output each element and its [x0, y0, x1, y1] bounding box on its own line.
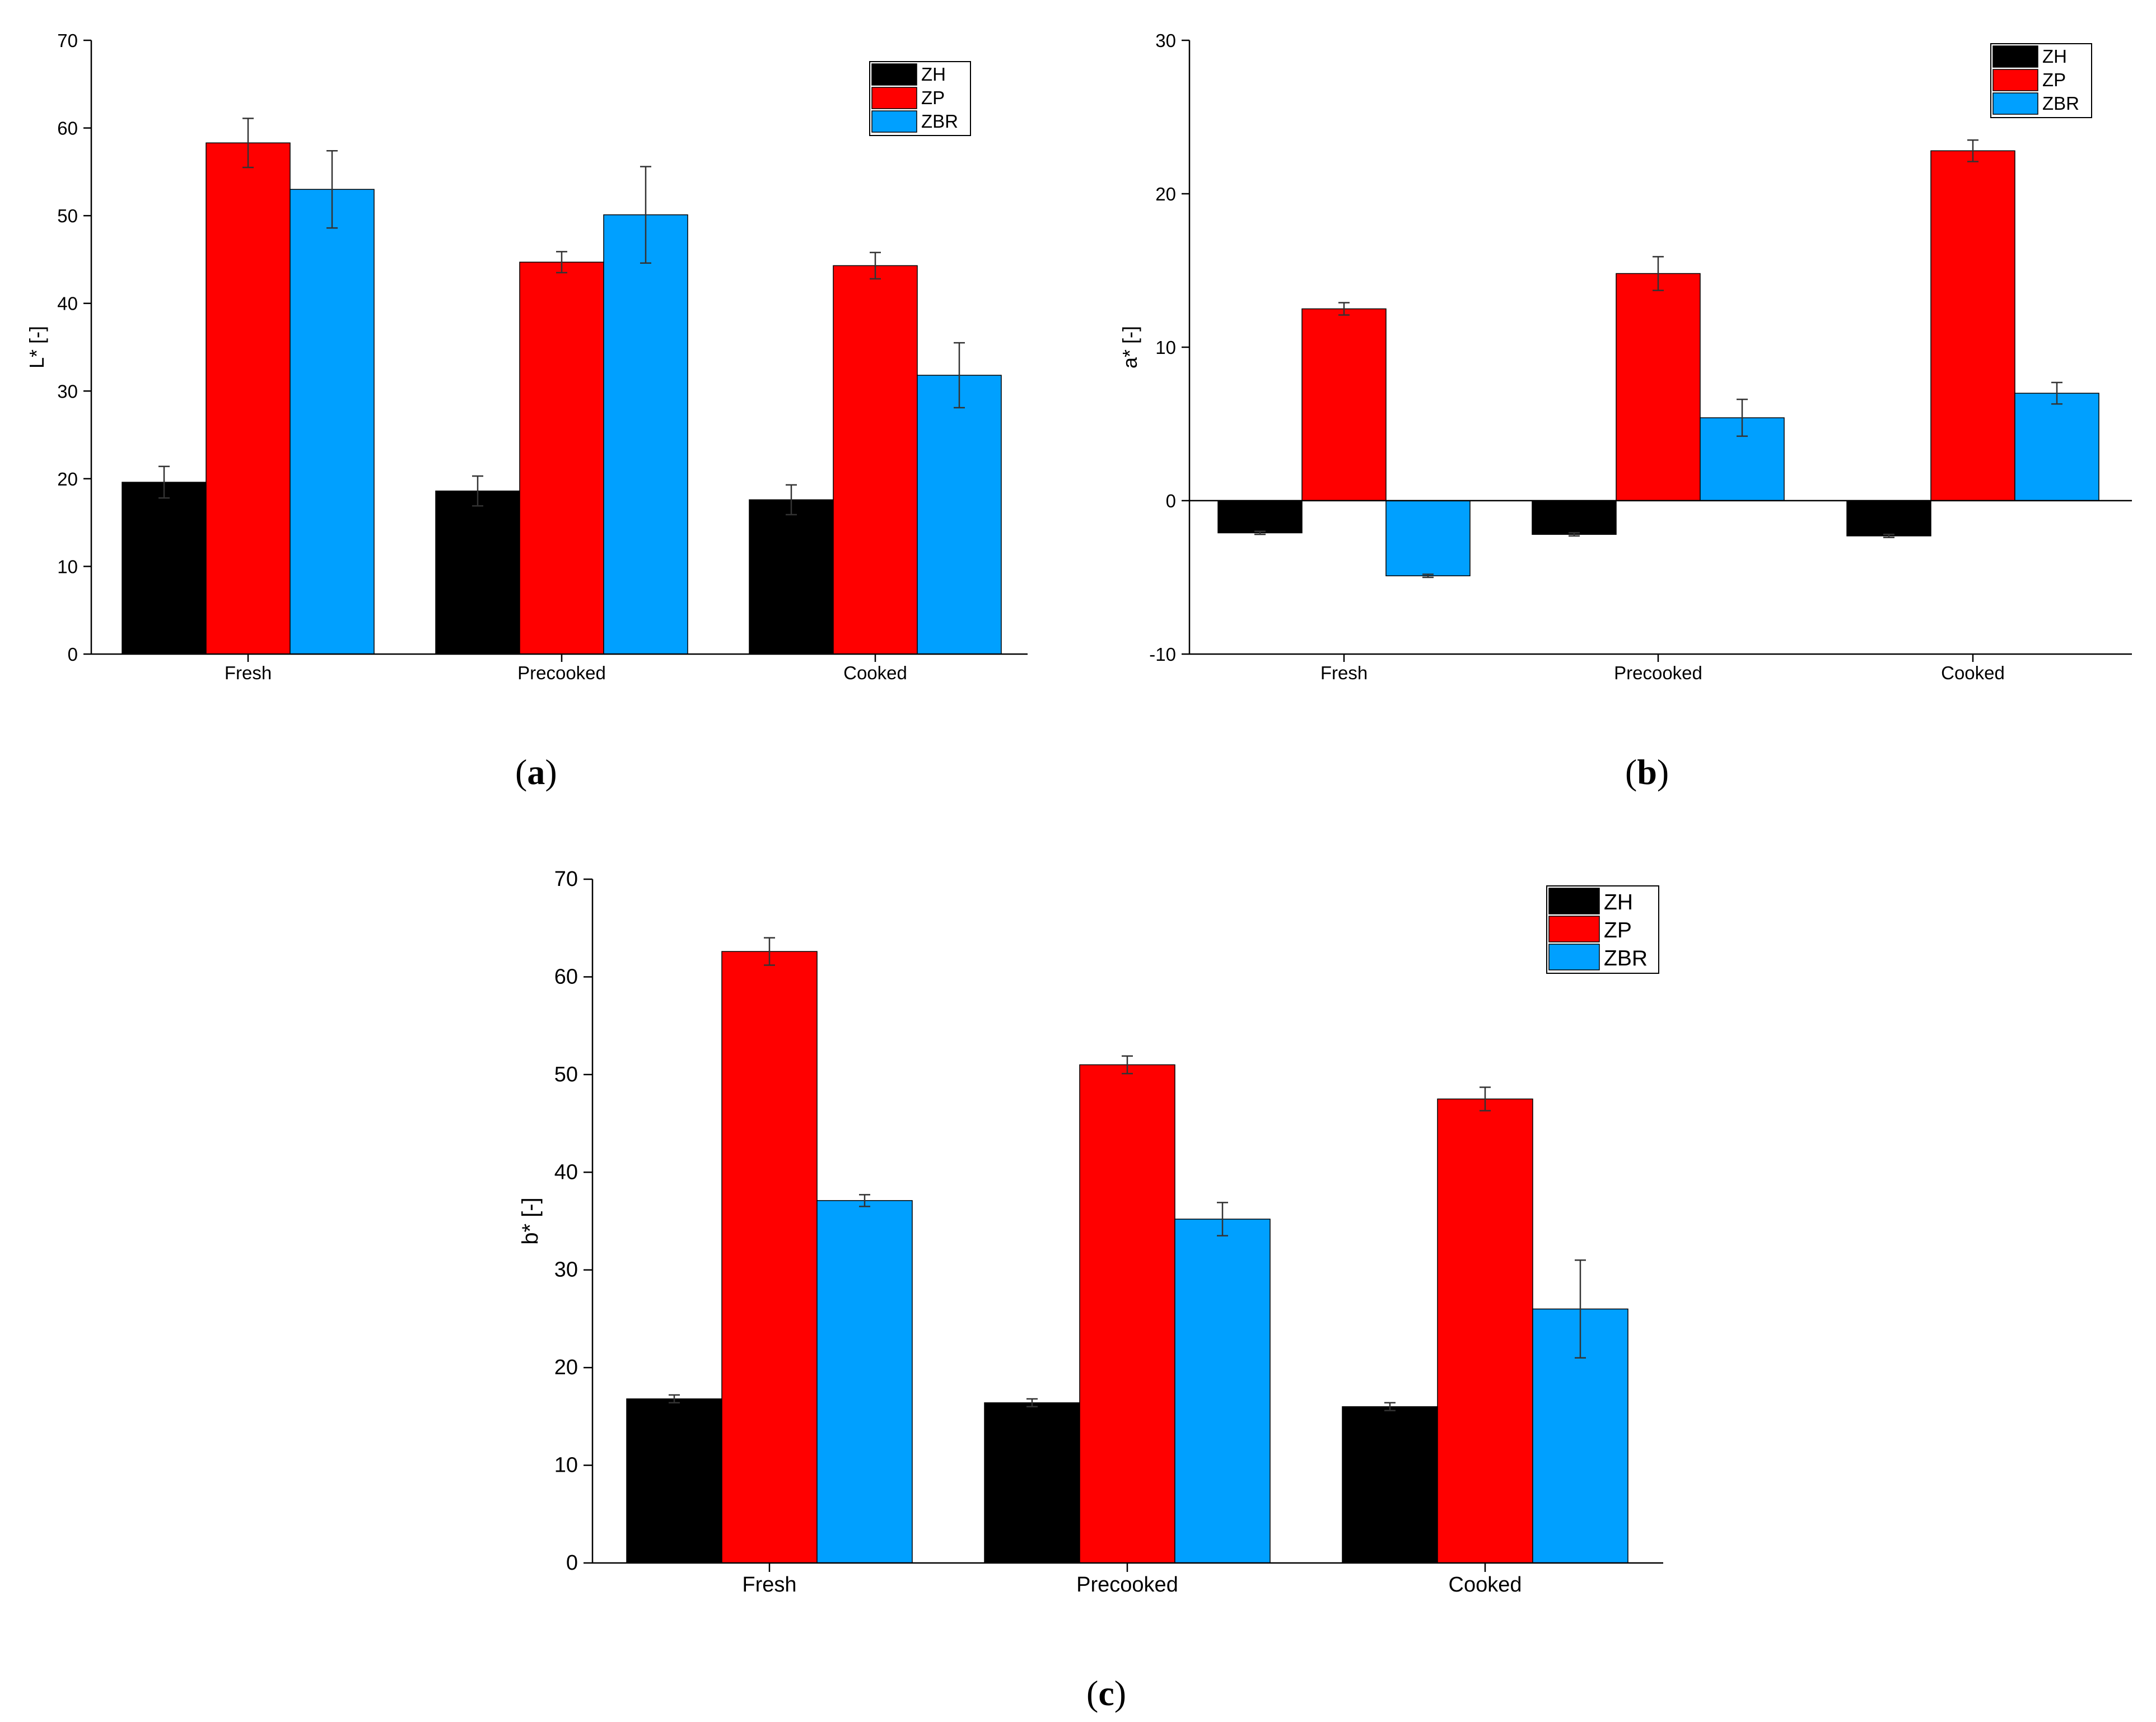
bar-a-zh-precooked	[436, 491, 520, 654]
bar-c-zh-precooked	[984, 1403, 1080, 1563]
bar-a-zbr-precooked	[604, 215, 688, 654]
y-tick-label-c: 20	[554, 1356, 578, 1379]
legend-swatch-zbr	[1549, 944, 1599, 970]
y-tick-label-a: 30	[57, 381, 78, 402]
y-tick-label-a: 70	[57, 30, 78, 51]
bar-b-zp-cooked	[1931, 151, 2015, 501]
bar-a-zbr-fresh	[290, 189, 374, 654]
legend-label-zp: ZP	[2042, 69, 2066, 90]
bar-a-zh-cooked	[749, 500, 833, 654]
bar-b-zh-fresh	[1218, 501, 1302, 533]
y-tick-label-a: 50	[57, 206, 78, 226]
legend-label-zh: ZH	[2042, 46, 2067, 67]
y-tick-label-b: 0	[1166, 491, 1176, 511]
legend-swatch-zp	[1549, 916, 1599, 942]
y-tick-label-b: -10	[1149, 644, 1176, 665]
bar-b-zp-fresh	[1302, 309, 1386, 501]
legend-c: ZH ZP ZBR	[1547, 886, 1659, 973]
bar-c-zp-precooked	[1080, 1065, 1175, 1563]
y-axis-title-b: a* [-]	[1118, 326, 1141, 368]
y-tick-label-c: 10	[554, 1454, 578, 1477]
y-tick-label-c: 30	[554, 1258, 578, 1282]
bar-b-zh-cooked	[1847, 501, 1931, 536]
bar-a-zp-fresh	[206, 143, 290, 654]
legend-label-zp: ZP	[1604, 918, 1632, 942]
legend-label-zh: ZH	[1604, 890, 1633, 914]
x-tick-label-c: Cooked	[1449, 1573, 1522, 1597]
legend-swatch-zp	[1993, 69, 2038, 91]
chart-c: 0 10 20 30 40 50 60 70 Fresh Precooked Cooked b* [-…	[518, 867, 1663, 1713]
legend-b: ZHZP ZBR	[1991, 44, 2092, 118]
figure: 0 10 20 30 40 50 60 70 Fresh Precooked Cooked L* [-…	[0, 0, 2156, 1722]
x-tick-label-b: Precooked	[1614, 662, 1702, 683]
y-tick-label-b: 10	[1155, 337, 1176, 358]
legend-label-zbr: ZBR	[2042, 93, 2079, 114]
chart-b: -10 0 10 20 30 Fresh Precooked Cooked a* [-] ZHZP…	[1118, 30, 2132, 792]
bar-c-zbr-fresh	[817, 1201, 912, 1563]
bar-c-zp-cooked	[1438, 1099, 1533, 1563]
x-tick-label-b: Cooked	[1941, 662, 2005, 683]
x-tick-label-c: Fresh	[742, 1573, 796, 1597]
x-tick-label-a: Cooked	[843, 662, 907, 683]
bar-b-zp-precooked	[1616, 273, 1700, 501]
y-tick-label-c: 60	[554, 965, 578, 988]
bar-a-zp-cooked	[833, 265, 917, 654]
y-tick-label-b: 30	[1155, 30, 1176, 51]
legend-swatch-zbr	[872, 111, 917, 132]
y-axis-title-a: L* [-]	[25, 326, 48, 368]
bar-c-zh-fresh	[627, 1399, 722, 1563]
y-tick-label-a: 0	[68, 644, 78, 665]
legend-swatch-zp	[872, 87, 917, 109]
bar-a-zp-precooked	[520, 262, 604, 654]
bar-b-zbr-cooked	[2015, 393, 2099, 501]
legend-label-zh: ZH	[921, 64, 946, 85]
y-tick-label-c: 0	[566, 1551, 578, 1575]
y-tick-label-a: 10	[57, 556, 78, 577]
y-tick-label-b: 20	[1155, 184, 1176, 204]
x-tick-label-c: Precooked	[1076, 1573, 1178, 1597]
legend-swatch-zh	[872, 64, 917, 85]
chart-a: 0 10 20 30 40 50 60 70 Fresh Precooked Cooked L* [-…	[25, 30, 1028, 792]
legend-label-zp: ZP	[921, 87, 945, 108]
panel-label-a: (a)	[515, 752, 557, 792]
legend-swatch-zbr	[1993, 93, 2038, 114]
y-tick-label-c: 40	[554, 1160, 578, 1184]
y-tick-label-c: 50	[554, 1063, 578, 1086]
legend-label-zbr: ZBR	[1604, 946, 1648, 970]
bar-b-zh-precooked	[1532, 501, 1616, 534]
bar-a-zh-fresh	[122, 482, 206, 654]
panel-label-c: (c)	[1086, 1673, 1126, 1713]
x-tick-label-a: Fresh	[225, 662, 272, 683]
legend-label-zbr: ZBR	[921, 111, 958, 132]
y-tick-label-a: 60	[57, 118, 78, 139]
bar-c-zbr-precooked	[1175, 1219, 1270, 1563]
bar-c-zh-cooked	[1342, 1407, 1438, 1563]
y-tick-label-a: 40	[57, 293, 78, 314]
legend-swatch-zh	[1993, 46, 2038, 67]
y-tick-label-a: 20	[57, 469, 78, 489]
bar-a-zbr-cooked	[917, 375, 1001, 654]
x-tick-label-a: Precooked	[517, 662, 606, 683]
x-tick-label-b: Fresh	[1320, 662, 1368, 683]
bar-b-zbr-fresh	[1386, 501, 1470, 576]
panel-label-b: (b)	[1625, 752, 1669, 792]
y-tick-label-c: 70	[554, 867, 578, 891]
bar-c-zp-fresh	[722, 951, 817, 1563]
y-axis-title-c: b* [-]	[518, 1197, 543, 1244]
legend-a: ZHZP ZBR	[870, 62, 970, 136]
legend-swatch-zh	[1549, 888, 1599, 914]
